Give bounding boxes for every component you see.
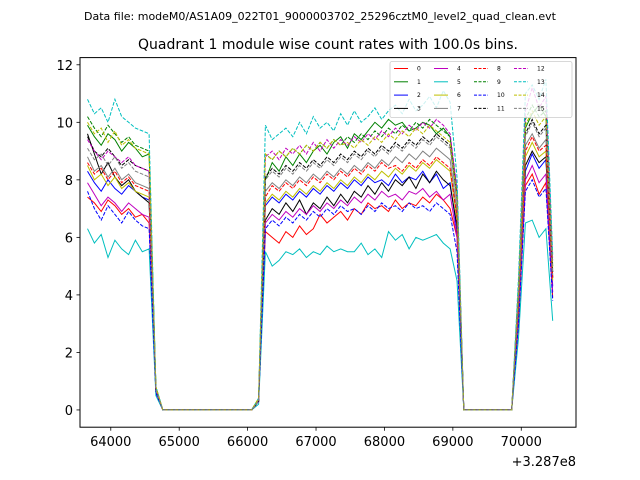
legend-label-5: 5 [457, 79, 461, 86]
legend-label-10: 10 [497, 92, 505, 99]
plot-area [87, 79, 554, 411]
x-offset-label: +3.287e8 [512, 455, 576, 470]
x-tick-label: 69000 [432, 435, 473, 450]
series-line-15 [87, 121, 554, 411]
axes-frame [79, 57, 577, 428]
legend-label-0: 0 [417, 66, 421, 73]
legend-label-2: 2 [417, 92, 421, 99]
y-tick-label: 0 [65, 404, 73, 419]
legend-label-11: 11 [497, 105, 505, 112]
y-tick-label: 4 [65, 289, 73, 304]
legend-label-6: 6 [457, 92, 461, 99]
legend-label-3: 3 [417, 105, 421, 112]
legend-label-15: 15 [537, 105, 545, 112]
chart-title: Quadrant 1 module wise count rates with … [138, 37, 518, 53]
y-tick-label: 8 [65, 174, 73, 189]
legend-label-8: 8 [497, 66, 501, 73]
x-tick-label: 68000 [364, 435, 405, 450]
x-axis: 64000 65000 66000 67000 68000 69000 70000 [90, 427, 542, 450]
x-tick-label: 64000 [90, 435, 131, 450]
figure-suptitle: Data file: modeM0/AS1A09_022T01_90000037… [84, 10, 557, 23]
y-tick-label: 6 [65, 231, 73, 246]
y-tick-label: 12 [56, 59, 73, 74]
legend-label-7: 7 [457, 105, 461, 112]
legend-label-12: 12 [537, 66, 545, 73]
legend-label-4: 4 [457, 66, 461, 73]
y-tick-label: 2 [65, 346, 73, 361]
x-tick-label: 67000 [295, 435, 336, 450]
legend-label-14: 14 [537, 92, 545, 99]
legend-label-9: 9 [497, 79, 501, 86]
legend-label-13: 13 [537, 79, 545, 86]
legend-box [389, 61, 573, 118]
legend-label-1: 1 [417, 79, 421, 86]
y-axis: 0 2 4 6 8 10 12 [56, 59, 80, 419]
x-tick-label: 66000 [227, 435, 268, 450]
y-tick-label: 10 [56, 116, 73, 131]
x-tick-label: 65000 [159, 435, 200, 450]
x-tick-label: 70000 [501, 435, 542, 450]
